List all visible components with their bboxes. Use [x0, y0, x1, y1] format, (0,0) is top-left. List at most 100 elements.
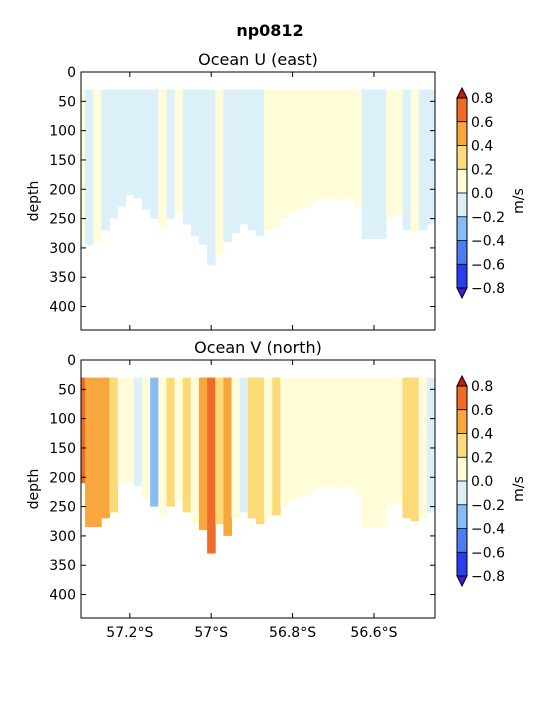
data-cell [312, 377, 322, 489]
colorbar-tick-label: 0.0 [471, 474, 493, 490]
data-cell [337, 377, 346, 489]
data-cell [312, 89, 322, 201]
colorbar-tick-label: 0.6 [471, 115, 493, 131]
data-cell [386, 377, 395, 507]
data-cell [239, 89, 249, 225]
colorbar-tick-label: −0.6 [471, 545, 505, 561]
colorbar-tick-label: 0.2 [471, 162, 493, 178]
data-cell [93, 89, 102, 243]
data-cell [394, 377, 403, 504]
x-tick-label: 57°S [194, 625, 228, 641]
data-cell [174, 377, 184, 501]
data-cell [199, 89, 208, 245]
x-tick-label: 56.6°S [350, 625, 397, 641]
y-tick-label: 400 [49, 588, 76, 604]
y-tick-label: 100 [49, 412, 76, 428]
data-cell [426, 89, 436, 225]
panel-u-axes: 0 50 100 150 200 250 300 350 400 [49, 65, 435, 330]
y-tick-label: 0 [67, 65, 76, 81]
data-cell [125, 89, 135, 196]
data-cell [304, 89, 314, 207]
data-cell [402, 377, 411, 519]
colorbar-tick-label: 0.6 [471, 403, 493, 419]
data-cell [410, 89, 420, 234]
data-cell [272, 89, 281, 228]
data-cell [133, 377, 143, 487]
data-cell [361, 89, 371, 240]
colorbar-band [457, 193, 467, 218]
data-cell [378, 89, 387, 240]
data-cell [199, 377, 208, 531]
data-cell [150, 89, 159, 219]
data-cell [304, 377, 314, 495]
colorbar-u: −0.8 −0.6 −0.4 −0.2 0.0 0.2 0.4 0.6 0.8 [456, 86, 505, 300]
colorbar-tick-label: −0.2 [471, 498, 505, 514]
colorbar-tick-label: −0.8 [471, 569, 505, 585]
x-tick-label: 57.2°S [106, 625, 153, 641]
colorbar-band [457, 121, 467, 146]
data-cell [150, 377, 159, 507]
panel-v-frame [80, 359, 436, 619]
data-cell [264, 377, 273, 519]
data-cell [215, 89, 224, 254]
colorbar-extend-high [456, 374, 468, 387]
data-cell [85, 377, 94, 528]
data-cell [109, 377, 119, 513]
colorbar-band [457, 433, 467, 458]
colorbar-tick-label: 0.2 [471, 450, 493, 466]
data-cell [182, 377, 192, 513]
data-cell [345, 89, 355, 199]
data-cell [223, 377, 232, 536]
colorbar-tick-label: −0.4 [471, 522, 505, 538]
x-tick-label: 56.8°S [269, 625, 316, 641]
data-cell [133, 89, 143, 199]
data-cell [166, 377, 175, 507]
data-cell [158, 89, 167, 228]
colorbar-band [457, 528, 467, 553]
colorbar-tick-label: −0.6 [471, 257, 505, 273]
data-cell [321, 89, 330, 199]
data-cell [125, 377, 135, 484]
data-cell [410, 377, 420, 522]
data-cell [93, 377, 102, 528]
data-cell [329, 377, 338, 487]
colorbar-band [457, 264, 467, 289]
data-cell [142, 89, 151, 210]
colorbar-band [457, 216, 467, 241]
data-cell [109, 89, 119, 219]
y-tick-label: 350 [49, 270, 76, 286]
data-cell [369, 89, 379, 240]
colorbar-band [457, 98, 467, 123]
y-tick-label: 50 [58, 94, 76, 110]
data-cell [174, 89, 184, 213]
colorbar-v-label: m/s [511, 476, 527, 502]
colorbar-band [457, 504, 467, 529]
data-cell [255, 89, 265, 237]
data-cell [321, 377, 330, 487]
data-cell [81, 377, 86, 484]
data-cell [158, 377, 167, 516]
data-cell [361, 377, 371, 528]
data-cell [378, 377, 387, 528]
panel-u-title: Ocean U (east) [198, 50, 318, 69]
data-cell [288, 89, 298, 213]
data-cell [353, 89, 363, 207]
panel-u-ylabel: depth [26, 181, 42, 222]
data-cell [426, 377, 436, 513]
colorbar-tick-label: 0.8 [471, 379, 493, 395]
y-tick-label: 250 [49, 212, 76, 228]
y-tick-label: 250 [49, 500, 76, 516]
data-cell [288, 377, 298, 501]
data-cell [255, 377, 265, 525]
y-tick-label: 200 [49, 182, 76, 198]
y-tick-label: 300 [49, 241, 76, 257]
colorbar-band [457, 386, 467, 411]
data-cell [353, 377, 363, 495]
colorbar-tick-label: 0.4 [471, 139, 493, 155]
panel-v-ylabel: depth [26, 469, 42, 510]
data-cell [264, 89, 273, 231]
data-cell [418, 377, 428, 519]
y-tick-label: 150 [49, 441, 76, 457]
colorbar-band [457, 552, 467, 577]
